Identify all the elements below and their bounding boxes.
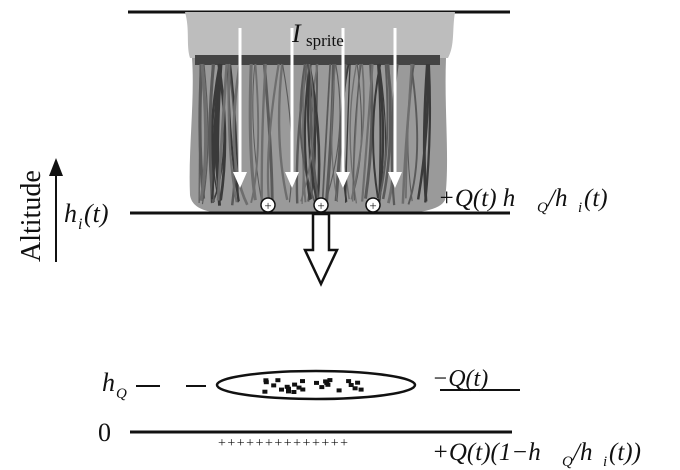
streamer-tendril — [372, 63, 382, 199]
negative-charges — [262, 378, 364, 394]
negative-charge-mark — [262, 389, 268, 394]
altitude-arrow-icon — [49, 158, 63, 176]
ionosphere-height-arg: (t) — [84, 199, 109, 228]
streamer-tendril — [199, 63, 208, 201]
streamer-tendril — [321, 63, 332, 201]
positive-charge-icon: + — [313, 197, 329, 213]
current-arrow — [388, 28, 402, 188]
streamer-tendril — [232, 63, 249, 206]
streamer-tendril — [229, 63, 239, 203]
ground-plus-signs: ++++++++++++++ — [218, 436, 350, 451]
negative-charge-mark — [348, 383, 354, 387]
upper-charge-mid: /h — [546, 185, 567, 212]
cloud-charge-region — [215, 369, 417, 401]
upper-charge-end: (t) — [584, 185, 608, 212]
negative-charge-mark — [300, 387, 306, 392]
streamer-tendril — [216, 63, 229, 201]
negative-charge-mark — [358, 387, 364, 392]
negative-charge-mark — [336, 388, 342, 393]
streamer-tendril — [424, 63, 432, 203]
current-arrow — [233, 28, 247, 188]
streamer-tendril — [422, 63, 429, 202]
streamer-tendril — [361, 63, 374, 202]
negative-charge-mark — [300, 379, 305, 384]
streamer-tendril — [277, 63, 289, 201]
negative-charge-mark — [275, 378, 281, 383]
sprite-band — [195, 55, 440, 65]
negative-charge-mark — [284, 384, 290, 389]
streamer-tendril — [227, 63, 238, 203]
transfer-arrow-icon — [303, 212, 339, 287]
current-arrow — [285, 28, 299, 188]
streamer-tendril — [300, 63, 315, 202]
svg-text:+: + — [369, 198, 376, 213]
negative-charge-mark — [346, 379, 352, 384]
streamer-tendril — [350, 63, 365, 200]
negative-charge-mark — [323, 379, 329, 384]
streamer-tendril — [252, 63, 262, 200]
ionosphere-height-sub: i — [78, 216, 82, 233]
altitude-label: Altitude — [16, 170, 47, 262]
streamer-tendril — [211, 63, 223, 200]
svg-text:+: + — [317, 198, 324, 213]
sprite-glow — [185, 12, 455, 58]
streamer-tendril — [201, 63, 209, 205]
charge-height-sub: Q — [116, 386, 127, 402]
upper-charge-main: +Q(t) h — [438, 185, 515, 212]
negative-charge-mark — [263, 378, 269, 383]
negative-charge-mark — [325, 382, 331, 387]
current-subscript: sprite — [306, 31, 344, 50]
ground-charge-main: +Q(t)(1−h — [432, 439, 541, 466]
ionosphere-height-symbol: h — [64, 199, 77, 228]
streamer-tendril — [416, 63, 430, 200]
current-arrow — [336, 28, 350, 188]
ground-charge-sub-q: Q — [562, 454, 573, 470]
negative-charge-mark — [291, 390, 297, 394]
positive-charge-icon: + — [260, 197, 276, 213]
ground-charge-sub-i: i — [603, 454, 607, 470]
cloud-charge-label: −Q(t) — [432, 366, 488, 392]
streamer-tendril — [344, 63, 351, 203]
streamer-tendril — [299, 63, 317, 204]
streamer-tendril — [303, 63, 312, 201]
ground-zero-label: 0 — [98, 418, 111, 447]
positive-charge-icon: + — [365, 197, 381, 213]
streamer-tendril — [266, 63, 280, 202]
negative-charge-mark — [327, 378, 333, 383]
negative-charge-mark — [355, 380, 361, 385]
negative-charge-mark — [296, 385, 302, 390]
streamer-tendril — [262, 63, 274, 206]
negative-charge-mark — [279, 387, 284, 392]
streamer-tendril — [250, 63, 260, 204]
upper-charge-sub-q: Q — [537, 200, 548, 216]
negative-charge-mark — [319, 385, 325, 390]
streamer-tendril — [381, 63, 392, 200]
streamer-tendril — [260, 63, 267, 206]
negative-charge-mark — [271, 383, 277, 388]
streamer-tendril — [307, 63, 318, 204]
streamer-tendril — [407, 63, 419, 205]
negative-charge-mark — [286, 389, 291, 394]
ground-charge-end: (t)) — [609, 439, 641, 466]
streamer-tendril — [404, 63, 413, 199]
upper-charge-sub-i: i — [578, 200, 582, 216]
ground-charge-mid: /h — [571, 439, 592, 466]
svg-text:+: + — [264, 198, 271, 213]
streamer-tendril — [308, 63, 319, 199]
charge-height-symbol: h — [102, 368, 115, 397]
streamer-tendril — [198, 63, 201, 203]
negative-charge-mark — [352, 386, 358, 391]
streamer-tendril — [324, 63, 341, 204]
current-arrows — [233, 28, 402, 188]
negative-charge-mark — [292, 382, 298, 387]
streamer-tendril — [331, 63, 339, 203]
negative-charge-mark — [314, 380, 319, 385]
ionosphere-charges: + + + — [260, 197, 381, 213]
current-symbol: I — [291, 19, 302, 48]
streamer-tendril — [378, 63, 389, 200]
